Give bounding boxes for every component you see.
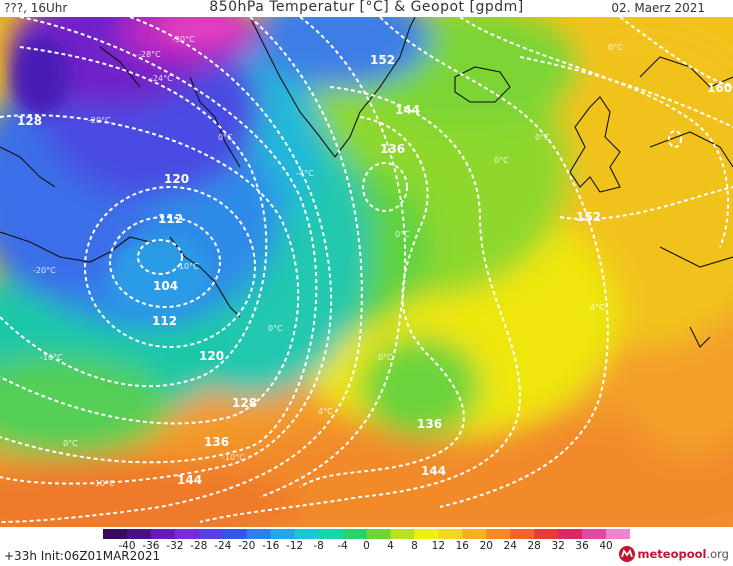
geopot-label: 144 <box>395 103 420 117</box>
colorbar-segment <box>174 529 200 539</box>
temperature-labels: -30°C -28°C -24°C -20°C -16°C 0°C 0°C 0°… <box>33 35 623 488</box>
temp-label: -10°C <box>222 453 245 462</box>
colorbar-tick-label: 8 <box>411 540 418 552</box>
weather-map: 128 120 112 104 112 120 128 136 144 136 … <box>0 17 733 527</box>
geopot-label: 104 <box>153 279 178 293</box>
colorbar-tick-label: 16 <box>455 540 469 552</box>
colorbar-segment <box>438 529 463 539</box>
geopot-label: 128 <box>17 114 42 128</box>
colorbar-tick-labels: -40 -36 -32 -28 -24 -20 -16 -12 -8 -4 0 4 8 12 16 20 24 2… <box>103 540 630 552</box>
colorbar-tick-label: -20 <box>238 540 256 552</box>
temp-label: 0°C <box>378 353 393 362</box>
meteopool-icon <box>618 546 635 562</box>
forecast-time: ???, 16Uhr <box>4 1 68 15</box>
header-bar: ???, 16Uhr 850hPa Temperatur [°C] & Geop… <box>0 0 733 17</box>
colorbar-tick-label: 28 <box>527 540 541 552</box>
temp-label: 0°C <box>494 156 509 165</box>
colorbar-segment <box>198 529 224 539</box>
temp-label: -4°C <box>296 169 314 178</box>
colorbar-segment <box>342 529 368 539</box>
colorbar-tick-label: -28 <box>190 540 208 552</box>
colorbar-segment <box>150 529 176 539</box>
colorbar-tick-label: -32 <box>166 540 184 552</box>
colorbar-tick-label: 36 <box>575 540 589 552</box>
colorbar-tick-label: -24 <box>214 540 232 552</box>
geopot-label: 136 <box>380 142 405 156</box>
geopot-label: 160 <box>707 81 732 95</box>
geopot-label: 120 <box>199 349 224 363</box>
temperature-colorbar <box>103 529 630 539</box>
temp-label: -28°C <box>138 50 161 59</box>
temp-label: 0°C <box>395 230 410 239</box>
logo-text: meteopool.org <box>637 547 730 561</box>
colorbar-tick-label: -4 <box>337 540 348 552</box>
colorbar-segment <box>126 529 152 539</box>
temp-label: 0°C <box>608 43 623 52</box>
temp-label: -10°C <box>176 262 199 271</box>
temp-label: 0°C <box>218 133 233 142</box>
colorbar-tick-label: 4 <box>387 540 394 552</box>
geopot-label: 144 <box>421 464 446 478</box>
init-time: +33h Init:06Z01MAR2021 <box>4 549 161 563</box>
colorbar-segment <box>222 529 248 539</box>
colorbar-tick-label: -16 <box>262 540 280 552</box>
colorbar-segment <box>582 529 607 539</box>
geopot-label: 120 <box>164 172 189 186</box>
colorbar-tick-label: 0 <box>363 540 370 552</box>
geopot-label: 152 <box>370 53 395 67</box>
colorbar-segment <box>414 529 439 539</box>
colorbar-segment <box>390 529 415 539</box>
colorbar-tick-label: -8 <box>313 540 324 552</box>
colorbar-segment <box>270 529 296 539</box>
geopot-label: 136 <box>204 435 229 449</box>
colorbar-segment <box>534 529 559 539</box>
footer-bar: -40 -36 -32 -28 -24 -20 -16 -12 -8 -4 0 4 8 12 16 20 24 2… <box>0 527 733 566</box>
colorbar-segment <box>246 529 272 539</box>
temp-label: 0°C <box>63 439 78 448</box>
colorbar-segment <box>606 529 630 539</box>
temp-label: 4°C <box>590 303 605 312</box>
colorbar-tick-label: 40 <box>599 540 613 552</box>
temp-label: -30°C <box>172 35 195 44</box>
temp-label: -24°C <box>150 74 173 83</box>
geopot-label: 152 <box>576 210 601 224</box>
colorbar-tick-label: 24 <box>503 540 517 552</box>
colorbar-segment <box>510 529 535 539</box>
geopot-label: 144 <box>177 473 202 487</box>
colorbar-segment <box>486 529 511 539</box>
geopot-label: 136 <box>417 417 442 431</box>
temp-label: -20°C <box>88 116 111 125</box>
geopot-labels: 128 120 112 104 112 120 128 136 144 136 … <box>17 53 732 487</box>
geopotential-contours <box>0 17 733 523</box>
colorbar-segment <box>103 529 128 539</box>
colorbar-tick-label: -12 <box>286 540 304 552</box>
colorbar-segment <box>558 529 583 539</box>
geopot-label: 128 <box>232 396 257 410</box>
temp-label: 0°C <box>268 324 283 333</box>
temp-label: 4°C <box>318 407 333 416</box>
temp-label: -10°C <box>92 479 115 488</box>
temp-label: -16°C <box>40 353 63 362</box>
temp-label: -20°C <box>33 266 56 275</box>
colorbar-segment <box>318 529 344 539</box>
temp-label: 0°C <box>535 133 550 142</box>
colorbar-segment <box>294 529 320 539</box>
geopot-label: 112 <box>152 314 177 328</box>
colorbar-tick-label: -36 <box>142 540 160 552</box>
colorbar-tick-label: 12 <box>431 540 446 552</box>
colorbar-segment <box>366 529 392 539</box>
geopot-label: 112 <box>158 212 183 226</box>
colorbar-tick-label: 20 <box>479 540 493 552</box>
colorbar-tick-label: 32 <box>551 540 565 552</box>
meteopool-logo[interactable]: meteopool.org <box>618 545 730 563</box>
colorbar-segment <box>462 529 487 539</box>
temperature-field: 128 120 112 104 112 120 128 136 144 136 … <box>0 17 733 527</box>
forecast-date: 02. Maerz 2021 <box>611 1 705 15</box>
map-title: 850hPa Temperatur [°C] & Geopot [gpdm] <box>209 0 524 15</box>
colorbar-tick-label: -40 <box>118 540 136 552</box>
